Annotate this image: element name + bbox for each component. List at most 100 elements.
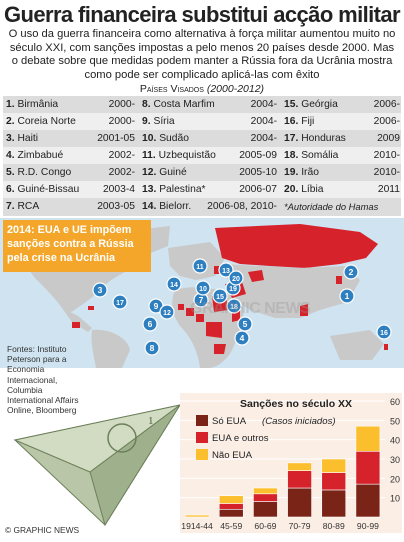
map-marker-16: 16 [376, 324, 392, 340]
svg-text:10: 10 [199, 286, 207, 293]
map-marker-9: 9 [148, 298, 164, 314]
svg-text:2: 2 [349, 267, 354, 277]
table-row [3, 96, 401, 114]
x-tick-label: 90-99 [357, 521, 379, 531]
svg-text:4: 4 [240, 333, 245, 343]
svg-text:14: 14 [170, 282, 178, 289]
y-tick-label: 20 [390, 474, 400, 484]
country-entry: 12. Guiné 2005-10 [142, 164, 281, 182]
country-number: 16. [284, 116, 302, 127]
country-entry: 1. Birmânia 2000- [6, 96, 139, 114]
credit: © GRAPHIC NEWS [5, 525, 80, 535]
map-marker-4: 4 [234, 330, 250, 346]
russia-callout: 2014: EUA e UE impõem sanções contra a R… [3, 220, 151, 272]
country-name: Síria [153, 116, 175, 127]
country-name: Palestina* [159, 184, 206, 195]
country-name: Irão [301, 167, 319, 178]
country-years: 2006-07 [239, 184, 277, 195]
svg-text:17: 17 [116, 300, 124, 307]
country-entry: 14. Bielorr. 2006-08, 2010- [142, 198, 281, 216]
country-name: Geórgia [301, 99, 338, 110]
country-number: 18. [284, 150, 302, 161]
country-entry: 10. Sudão 2004- [142, 130, 281, 148]
country-years: 2000- [108, 116, 135, 127]
map-marker-11: 11 [192, 258, 208, 274]
y-tick-label: 10 [390, 494, 400, 504]
bar-segment [218, 495, 244, 504]
country-years: 2005-10 [239, 167, 277, 178]
country-entry: 3. Haiti 2001-05 [6, 130, 139, 148]
country-name: Guiné-Bissau [17, 184, 80, 195]
bar-segment [355, 450, 381, 485]
map-marker-3: 3 [92, 282, 108, 298]
table-heading-label: Países Visados [139, 83, 204, 95]
country-entry: 16. Fiji 2006- [284, 113, 404, 131]
countries-table: 1. Birmânia 2000- 2. Coreia Norte 2000- 3. H… [3, 96, 404, 216]
map-marker-12: 12 [159, 304, 175, 320]
table-row [3, 164, 401, 182]
bar-segment [321, 489, 347, 518]
table-row [3, 198, 401, 216]
country-years: 2006- [373, 99, 400, 110]
country-years: 2010- [373, 167, 400, 178]
bar-segment [321, 472, 347, 491]
table-heading: Países Visados (2000-2012) [0, 83, 404, 95]
legend-label: EUA e outros [212, 433, 269, 444]
map-marker-1: 1 [339, 288, 355, 304]
map-marker-14: 14 [166, 276, 182, 292]
country-entry: 9. Síria 2004- [142, 113, 281, 131]
svg-text:11: 11 [196, 264, 204, 271]
country-name: Costa Marfim [153, 99, 215, 110]
country-entry: 5. R.D. Congo 2002- [6, 164, 139, 182]
legend-swatch [196, 415, 208, 426]
country-number: 19. [284, 167, 302, 178]
country-name: Fiji [301, 116, 315, 127]
country-entry: 7. RCA 2003-05 [6, 198, 139, 216]
intro-text: O uso da guerra financeira como alternat… [8, 28, 396, 81]
svg-text:15: 15 [216, 294, 224, 301]
country-years: 2004- [250, 99, 277, 110]
country-number: 3. [6, 133, 18, 144]
table-row [3, 130, 401, 148]
country-entry: 18. Somália 2010- [284, 147, 404, 165]
country-years: 2006- [373, 116, 400, 127]
bar-segment [253, 501, 278, 518]
country-number: 20. [284, 184, 302, 195]
country-entry: 11. Uzbequistão 2005-09 [142, 147, 281, 165]
country-entry: 8. Costa Marfim 2004- [142, 96, 281, 114]
map-marker-18: 18 [226, 298, 242, 314]
country-number: 12. [142, 167, 160, 178]
svg-text:3: 3 [98, 285, 103, 295]
country-number: 15. [284, 99, 302, 110]
country-entry: 2. Coreia Norte 2000- [6, 113, 139, 131]
country-years: 2005-09 [239, 150, 277, 161]
country-years: 2011 [377, 184, 400, 195]
country-years: 2010- [373, 150, 400, 161]
country-number: 5. [6, 167, 18, 178]
x-tick-label: 70-79 [289, 521, 311, 531]
chart-title: Sanções no século XX [240, 398, 352, 410]
x-tick-label: 1914-44 [181, 521, 213, 531]
country-number: 2. [6, 116, 18, 127]
legend-label: Não EUA [212, 450, 253, 461]
country-entry: 15. Geórgia 2006- [284, 96, 404, 114]
country-name: Uzbequistão [158, 150, 216, 161]
sources-note: Fontes: Instituto Peterson para a Econom… [7, 344, 79, 416]
svg-text:1: 1 [345, 291, 350, 301]
country-number: 11. [142, 150, 159, 161]
bar-segment [253, 487, 278, 495]
country-number: 7. [6, 201, 18, 212]
svg-text:18: 18 [230, 304, 238, 311]
x-tick-label: 45-59 [220, 521, 242, 531]
x-tick-label: 80-89 [323, 521, 345, 531]
svg-text:8: 8 [150, 343, 155, 353]
bar-segment [218, 503, 244, 510]
bar-segment [287, 470, 312, 489]
country-entry: 4. Zimbabué 2002- [6, 147, 139, 165]
country-name: Bielorr. [159, 201, 192, 212]
map-marker-8: 8 [144, 340, 160, 356]
country-entry: 6. Guiné-Bissau 2003-4 [6, 181, 139, 199]
svg-text:6: 6 [148, 319, 153, 329]
country-name: Zimbabué [17, 150, 64, 161]
table-row [3, 181, 401, 199]
